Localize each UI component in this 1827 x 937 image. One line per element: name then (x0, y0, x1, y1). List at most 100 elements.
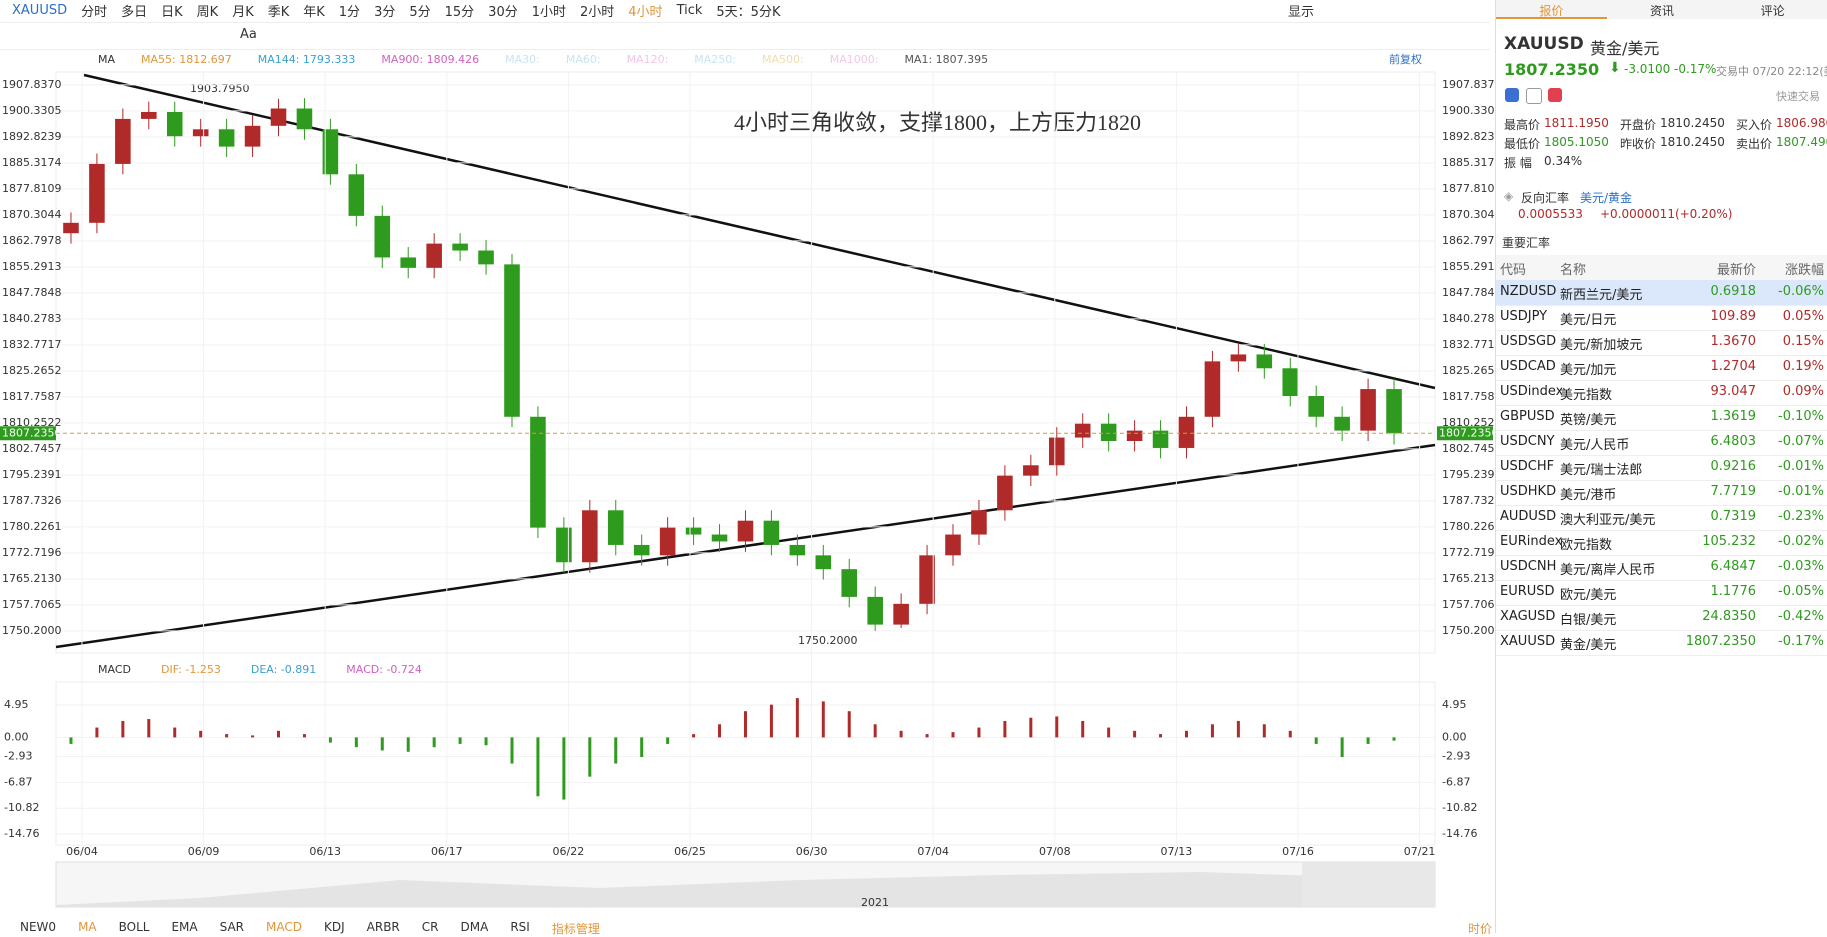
reverse-rate: 0.0005533 (1518, 207, 1583, 221)
side-tab[interactable]: 评论 (1760, 4, 1785, 18)
icon[interactable] (1526, 88, 1542, 104)
period-button[interactable]: 3分 (374, 4, 396, 20)
table-row[interactable]: XAGUSD 白银/美元 24.8350 -0.42% (1496, 605, 1827, 631)
legend-item: MA55: 1812.697 (141, 53, 232, 66)
period-button[interactable]: 5天：5分K (716, 4, 781, 20)
period-button[interactable]: 1分 (338, 4, 361, 20)
candle-body (763, 520, 780, 545)
navigator-window[interactable] (1302, 862, 1435, 907)
table-row[interactable]: AUDUSD 澳大利亚元/美元 0.7319 -0.23% (1496, 505, 1827, 531)
y-tick-label: 0.00 (1442, 730, 1467, 743)
indicator-tab[interactable]: EMA (171, 920, 198, 934)
y-tick-label: 1825.2652 (1442, 364, 1495, 377)
table-cell: 0.09% (1782, 384, 1824, 399)
table-cell: 英镑/美元 (1560, 413, 1617, 428)
header-cell: 涨跌幅 (1784, 263, 1824, 278)
period-button[interactable]: 月K (232, 4, 254, 20)
y-tick-label: 1870.3044 (1442, 208, 1495, 221)
table-row[interactable]: GBPUSD 英镑/美元 1.3619 -0.10% (1496, 405, 1827, 431)
y-tick-label: 1765.2130 (1442, 572, 1495, 585)
high-label: 1903.7950 (190, 82, 250, 95)
y-tick-label: -2.93 (1442, 750, 1470, 763)
change: -3.0100 (1624, 62, 1671, 76)
period-button[interactable]: 多日 (121, 4, 148, 20)
display-button[interactable]: 显示 (1288, 4, 1315, 20)
table-row[interactable]: USDCAD 美元/加元 1.2704 0.19% (1496, 355, 1827, 381)
indicator-tab[interactable]: BOLL (118, 920, 150, 934)
table-cell: 1.3619 (1710, 409, 1757, 424)
period-button[interactable]: 1小时 (531, 4, 566, 20)
table-row[interactable]: USDindex 美元指数 93.047 0.09% (1496, 380, 1827, 406)
candle-body (1074, 423, 1091, 438)
x-tick-label: 06/17 (431, 845, 463, 858)
icon[interactable] (1548, 88, 1562, 102)
indicator-tab[interactable]: SAR (219, 920, 245, 934)
period-button[interactable]: 周K (196, 4, 219, 20)
period-button[interactable]: 日K (161, 4, 183, 20)
y-tick-label: -2.93 (4, 750, 32, 763)
table-row[interactable]: USDCHF 美元/瑞士法郎 0.9216 -0.01% (1496, 455, 1827, 481)
period-button[interactable]: 5分 (409, 4, 431, 20)
candle-body (1282, 368, 1299, 396)
legend-item: DEA: -0.891 (250, 663, 317, 676)
side-tab[interactable]: 报价 (1496, 0, 1607, 19)
y-tick-label: 1885.3174 (2, 156, 62, 169)
period-button[interactable]: 季K (267, 4, 290, 20)
table-row[interactable]: USDSGD 美元/新加坡元 1.3670 0.15% (1496, 330, 1827, 356)
adjust-label[interactable]: 前复权 (1389, 52, 1422, 66)
table-row[interactable]: EURindex 欧元指数 105.232 -0.02% (1496, 530, 1827, 556)
period-button[interactable]: 4小时 (628, 4, 663, 20)
table-cell: XAGUSD (1500, 609, 1556, 624)
table-cell: -0.02% (1778, 534, 1824, 549)
candle-body (270, 108, 287, 126)
period-button[interactable]: Tick (676, 2, 703, 18)
y-tick-label: -14.76 (1442, 827, 1477, 840)
plot-frame (55, 71, 1436, 654)
side-tab[interactable]: 资讯 (1650, 4, 1675, 18)
header-cell: 名称 (1560, 263, 1587, 278)
indicator-tab[interactable]: CR (421, 920, 439, 934)
y-tick-label: 1855.2913 (1442, 260, 1495, 273)
y-tick-label: 1847.7848 (1442, 286, 1495, 299)
indicator-tab[interactable]: MA (78, 920, 97, 934)
period-button[interactable]: 30分 (488, 4, 518, 20)
indicator-tab[interactable]: RSI (510, 920, 530, 934)
symbol[interactable]: XAUUSD (12, 2, 68, 18)
y-tick-label: 1787.7326 (2, 494, 62, 507)
indicator-tab[interactable]: ARBR (366, 920, 400, 934)
period-button[interactable]: 分时 (81, 4, 108, 20)
period-button[interactable]: 15分 (444, 4, 475, 20)
period-button[interactable]: 年K (303, 4, 325, 20)
quick-trade[interactable]: 快速交易 (1776, 90, 1820, 103)
stat-label: 最高价 (1504, 118, 1541, 132)
reverse-pair[interactable]: 美元/黄金 (1580, 191, 1633, 205)
table-row[interactable]: USDHKD 美元/港币 7.7719 -0.01% (1496, 480, 1827, 506)
table-row[interactable]: NZDUSD 新西兰元/美元 0.6918 -0.06% (1496, 280, 1827, 306)
candle-body (296, 108, 313, 130)
table-row[interactable]: USDCNY 美元/人民币 6.4803 -0.07% (1496, 430, 1827, 456)
y-tick-label: 1892.8239 (1442, 130, 1495, 143)
candle-body (1230, 354, 1247, 362)
y-tick-label: 0.00 (4, 730, 29, 743)
text-tool[interactable]: Aa (240, 27, 257, 42)
indicator-tab[interactable]: KDJ (324, 920, 345, 934)
table-row[interactable]: EURUSD 欧元/美元 1.1776 -0.05% (1496, 580, 1827, 606)
table-cell: 1.2704 (1710, 359, 1757, 374)
stat-label: 最低价 (1504, 137, 1541, 151)
indicator-tab[interactable]: NEW0 (20, 920, 57, 934)
icon[interactable] (1505, 88, 1519, 102)
candle-body (452, 243, 468, 251)
table-row[interactable]: USDJPY 美元/日元 109.89 0.05% (1496, 305, 1827, 331)
y-tick-label: -6.87 (4, 775, 32, 788)
table-cell: 0.9216 (1710, 459, 1757, 474)
candle-body (1256, 354, 1273, 369)
indicator-tab[interactable]: 指标管理 (551, 922, 600, 936)
table-cell: EURUSD (1500, 584, 1555, 599)
table-cell: EURindex (1500, 534, 1562, 549)
table-row[interactable]: USDCNH 美元/离岸人民币 6.4847 -0.03% (1496, 555, 1827, 581)
table-row[interactable]: XAUUSD 黄金/美元 1807.2350 -0.17% (1496, 630, 1827, 656)
period-button[interactable]: 2小时 (580, 4, 615, 20)
stat-label: 开盘价 (1620, 118, 1657, 132)
indicator-tab[interactable]: MACD (266, 920, 302, 934)
indicator-tab[interactable]: DMA (460, 920, 489, 934)
